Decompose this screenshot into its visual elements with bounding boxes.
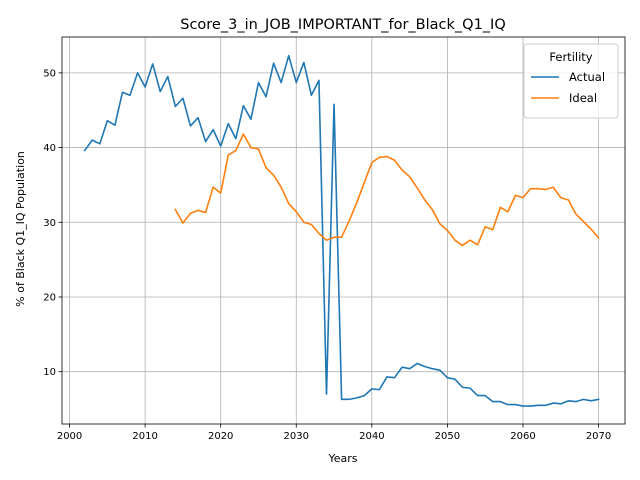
series-layer [83, 54, 600, 407]
y-tick-label: 10 [43, 367, 56, 378]
chart-title: Score_3_in_JOB_IMPORTANT_for_Black_Q1_IQ [180, 17, 506, 33]
y-axis: 10 20 30 40 50 [43, 68, 62, 378]
x-tick-label: 2070 [586, 431, 611, 442]
series-line-ideal [174, 133, 600, 247]
x-tick-label: 2010 [132, 431, 157, 442]
x-tick-label: 2020 [208, 431, 233, 442]
legend: Fertility Actual Ideal [523, 43, 619, 119]
legend-label-actual: Actual [569, 70, 605, 84]
x-tick-label: 2040 [359, 431, 384, 442]
x-axis: 2000 2010 2020 2030 2040 2050 2060 2070 [57, 424, 611, 442]
y-axis-title: % of Black Q1_IQ Population [14, 151, 27, 307]
y-tick-label: 40 [43, 143, 56, 154]
x-tick-label: 2000 [57, 431, 82, 442]
x-tick-label: 2060 [510, 431, 535, 442]
y-tick-label: 50 [43, 68, 56, 79]
legend-box [523, 43, 619, 119]
legend-label-ideal: Ideal [569, 91, 597, 105]
y-tick-label: 30 [43, 218, 56, 229]
legend-title: Fertility [549, 50, 592, 64]
x-tick-label: 2030 [284, 431, 309, 442]
x-axis-title: Years [327, 452, 357, 465]
x-tick-label: 2050 [435, 431, 460, 442]
plot-frame [61, 36, 626, 425]
y-tick-label: 20 [43, 292, 56, 303]
series-line-actual [83, 54, 600, 407]
